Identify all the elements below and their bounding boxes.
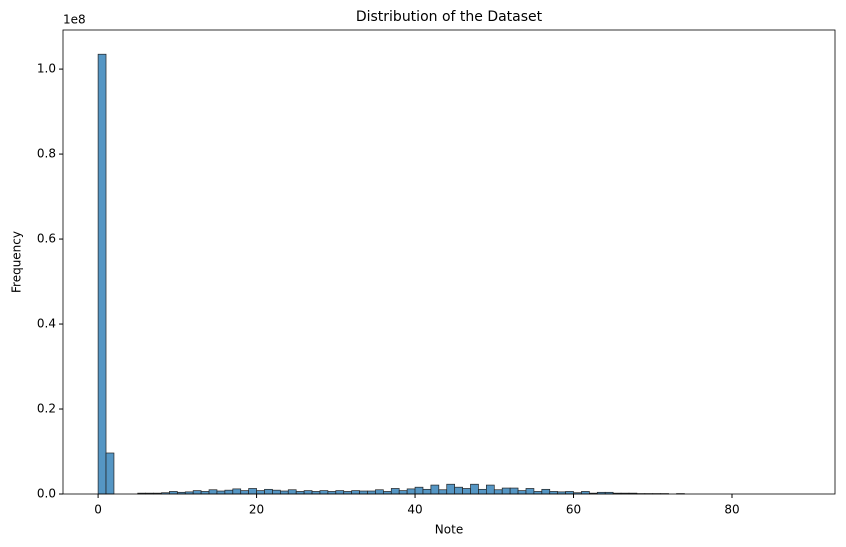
bar xyxy=(367,490,376,495)
x-tick-label: 60 xyxy=(566,503,581,517)
y-tick-label: 0.8 xyxy=(37,147,56,161)
bar xyxy=(224,489,234,495)
bar xyxy=(303,490,313,495)
y-offset-label: 1e8 xyxy=(63,13,86,27)
bar xyxy=(462,488,471,495)
y-tick-label: 0.6 xyxy=(37,232,56,246)
bar xyxy=(398,490,408,495)
bar xyxy=(240,490,250,495)
y-tick-label: 0.2 xyxy=(37,402,56,416)
bar xyxy=(264,488,273,495)
y-axis-label: Frequency xyxy=(10,231,24,293)
bar xyxy=(272,489,281,495)
bar xyxy=(438,489,448,495)
bar xyxy=(256,490,265,495)
bar xyxy=(525,488,535,495)
y-tick-label: 0.0 xyxy=(37,487,56,501)
bar xyxy=(478,488,487,495)
bar xyxy=(414,486,424,495)
bar xyxy=(232,488,242,495)
bar xyxy=(359,490,368,495)
bar xyxy=(375,489,384,495)
x-tick-label: 40 xyxy=(407,503,422,517)
bar xyxy=(541,488,551,495)
bar xyxy=(430,484,440,495)
bar xyxy=(351,490,360,495)
bar xyxy=(517,490,527,495)
x-tick-label: 20 xyxy=(249,503,264,517)
bar xyxy=(493,489,503,495)
bar xyxy=(390,488,400,495)
bar xyxy=(501,487,511,495)
y-tick-label: 1.0 xyxy=(37,62,56,76)
bar xyxy=(97,53,107,495)
x-tick-label: 80 xyxy=(724,503,739,517)
bar xyxy=(216,490,226,495)
plot-frame xyxy=(62,29,836,495)
bar xyxy=(486,484,495,495)
bar xyxy=(509,487,519,495)
chart-title: Distribution of the Dataset xyxy=(356,9,543,25)
bar xyxy=(319,490,329,495)
bar xyxy=(335,490,345,495)
bar xyxy=(105,452,115,495)
y-tick-label: 0.4 xyxy=(37,317,56,331)
bar xyxy=(470,483,479,495)
bar xyxy=(248,488,257,495)
bar xyxy=(422,488,432,495)
bar xyxy=(446,483,456,495)
bar xyxy=(406,488,416,495)
bar xyxy=(287,489,297,495)
bar xyxy=(279,490,289,495)
bar xyxy=(192,490,202,495)
bar xyxy=(454,486,463,495)
bar xyxy=(208,489,218,495)
x-axis-label: Note xyxy=(435,523,463,537)
x-tick-label: 0 xyxy=(94,503,102,517)
